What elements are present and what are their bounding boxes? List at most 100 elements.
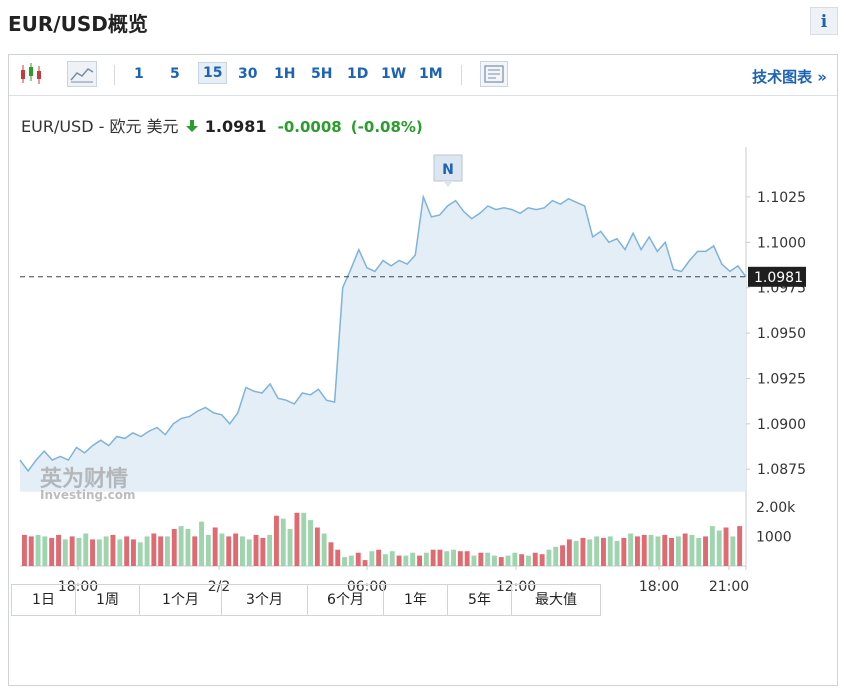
volume-bar bbox=[669, 537, 674, 566]
volume-bar bbox=[444, 551, 450, 566]
volume-bar bbox=[485, 552, 491, 566]
volume-bar bbox=[492, 555, 497, 566]
volume-bar bbox=[62, 539, 68, 566]
volume-bar bbox=[594, 536, 600, 566]
volume-bar bbox=[253, 534, 259, 566]
volume-bar bbox=[410, 552, 416, 566]
price-area bbox=[20, 196, 746, 491]
timeframe-7[interactable]: 最大值 bbox=[535, 592, 577, 608]
volume-bar bbox=[117, 539, 123, 566]
volume-bar bbox=[430, 549, 436, 566]
candlestick-chart-icon[interactable] bbox=[17, 61, 47, 87]
volume-bar bbox=[471, 555, 477, 566]
news-marker-pointer bbox=[443, 181, 453, 187]
volume-bar bbox=[601, 537, 606, 566]
volume-bar bbox=[294, 512, 300, 567]
volume-bar bbox=[314, 527, 320, 566]
chart-widget: 1 5 15 30 1H 5H 1D 1W 1M 技术图表 » EUR/USD … bbox=[8, 54, 838, 686]
volume-bar bbox=[267, 534, 273, 566]
volume-bar bbox=[90, 539, 95, 566]
volume-bar bbox=[451, 549, 456, 566]
x-tick-label: 2/2 bbox=[208, 579, 231, 595]
volume-bar bbox=[158, 536, 164, 566]
volume-bar bbox=[403, 555, 409, 566]
volume-bar bbox=[689, 534, 695, 566]
current-price-tag bbox=[748, 266, 806, 287]
x-tick-label: 18:00 bbox=[639, 579, 679, 595]
volume-bar bbox=[580, 537, 586, 566]
timeframe-1[interactable]: 1周 bbox=[76, 585, 140, 615]
x-tick-label: 21:00 bbox=[709, 579, 749, 595]
volume-bar bbox=[675, 536, 681, 566]
timeframe-6[interactable]: 5年 bbox=[448, 585, 512, 615]
volume-bar bbox=[635, 536, 640, 566]
volume-bar bbox=[178, 526, 184, 566]
down-arrow-icon bbox=[185, 118, 198, 137]
volume-bar bbox=[553, 546, 559, 566]
interval-5h[interactable]: 5H bbox=[311, 66, 333, 82]
timeframe-0[interactable]: 1日 bbox=[12, 585, 76, 615]
volume-bar bbox=[417, 555, 422, 566]
price-line bbox=[19, 194, 747, 473]
area-chart-icon[interactable] bbox=[67, 61, 97, 87]
volume-bar bbox=[512, 552, 518, 566]
quote-line: EUR/USD - 欧元 美元 1.0981 -0.0008 (-0.08%) bbox=[21, 113, 423, 137]
current-price-label: 1.0981 bbox=[754, 270, 803, 286]
volume-bar bbox=[587, 539, 593, 566]
timeframe-2[interactable]: 1个月 bbox=[140, 585, 222, 615]
interval-1m[interactable]: 1 bbox=[134, 66, 144, 82]
interval-15m[interactable]: 15 bbox=[198, 62, 228, 84]
volume-bar bbox=[124, 536, 130, 566]
volume-bar bbox=[287, 529, 293, 566]
volume-bar bbox=[22, 534, 27, 566]
volume-bar bbox=[144, 536, 150, 566]
interval-1w[interactable]: 1W bbox=[381, 66, 407, 82]
interval-1mo[interactable]: 1M bbox=[419, 66, 443, 82]
technical-chart-link[interactable]: 技术图表 » bbox=[752, 68, 827, 86]
volume-bar bbox=[607, 536, 613, 566]
volume-bar bbox=[192, 536, 198, 566]
volume-bar bbox=[83, 533, 89, 566]
news-marker bbox=[433, 154, 463, 182]
volume-bar bbox=[76, 537, 82, 566]
news-panel-icon[interactable] bbox=[480, 61, 508, 87]
volume-bar bbox=[723, 527, 729, 566]
volume-bar bbox=[260, 537, 266, 566]
volume-bar bbox=[532, 552, 538, 566]
volume-bar bbox=[151, 533, 157, 566]
volume-bar bbox=[280, 518, 286, 566]
volume-bar bbox=[709, 526, 715, 566]
volume-bar bbox=[199, 521, 204, 566]
interval-1d[interactable]: 1D bbox=[347, 66, 369, 82]
volume-bar bbox=[437, 549, 443, 566]
y-tick-label: 1.0875 bbox=[757, 462, 806, 478]
volume-bar bbox=[621, 537, 627, 566]
info-button[interactable]: i bbox=[810, 7, 838, 35]
interval-1h[interactable]: 1H bbox=[274, 66, 296, 82]
volume-bar bbox=[335, 549, 341, 566]
volume-bar bbox=[240, 536, 245, 566]
volume-bar bbox=[131, 539, 136, 566]
volume-bar bbox=[321, 533, 327, 566]
x-tick-label: 06:00 bbox=[347, 579, 387, 595]
volume-bar bbox=[226, 536, 232, 566]
interval-30m[interactable]: 30 bbox=[238, 66, 258, 82]
volume-bar bbox=[383, 554, 388, 566]
volume-bar bbox=[648, 534, 654, 566]
volume-bar bbox=[641, 534, 647, 566]
timeframe-5[interactable]: 1年 bbox=[384, 585, 448, 615]
y-tick-label: 1.1000 bbox=[757, 235, 806, 251]
timeframe-4[interactable]: 6个月 bbox=[308, 585, 384, 615]
news-marker-label: N bbox=[442, 162, 454, 178]
timeframe-3[interactable]: 3个月 bbox=[222, 585, 308, 615]
x-tick-label: 12:00 bbox=[496, 579, 536, 595]
page-header: EUR/USD概览 i bbox=[0, 0, 846, 44]
volume-bar bbox=[696, 537, 702, 566]
price-chart[interactable]: 1.10251.10001.09751.09501.09251.09001.08… bbox=[8, 145, 813, 605]
volume-bar bbox=[274, 515, 279, 566]
volume-bar bbox=[219, 533, 225, 566]
volume-bar bbox=[369, 551, 375, 566]
toolbar-divider bbox=[114, 65, 115, 85]
volume-bar bbox=[42, 536, 48, 566]
interval-5m[interactable]: 5 bbox=[170, 66, 180, 82]
